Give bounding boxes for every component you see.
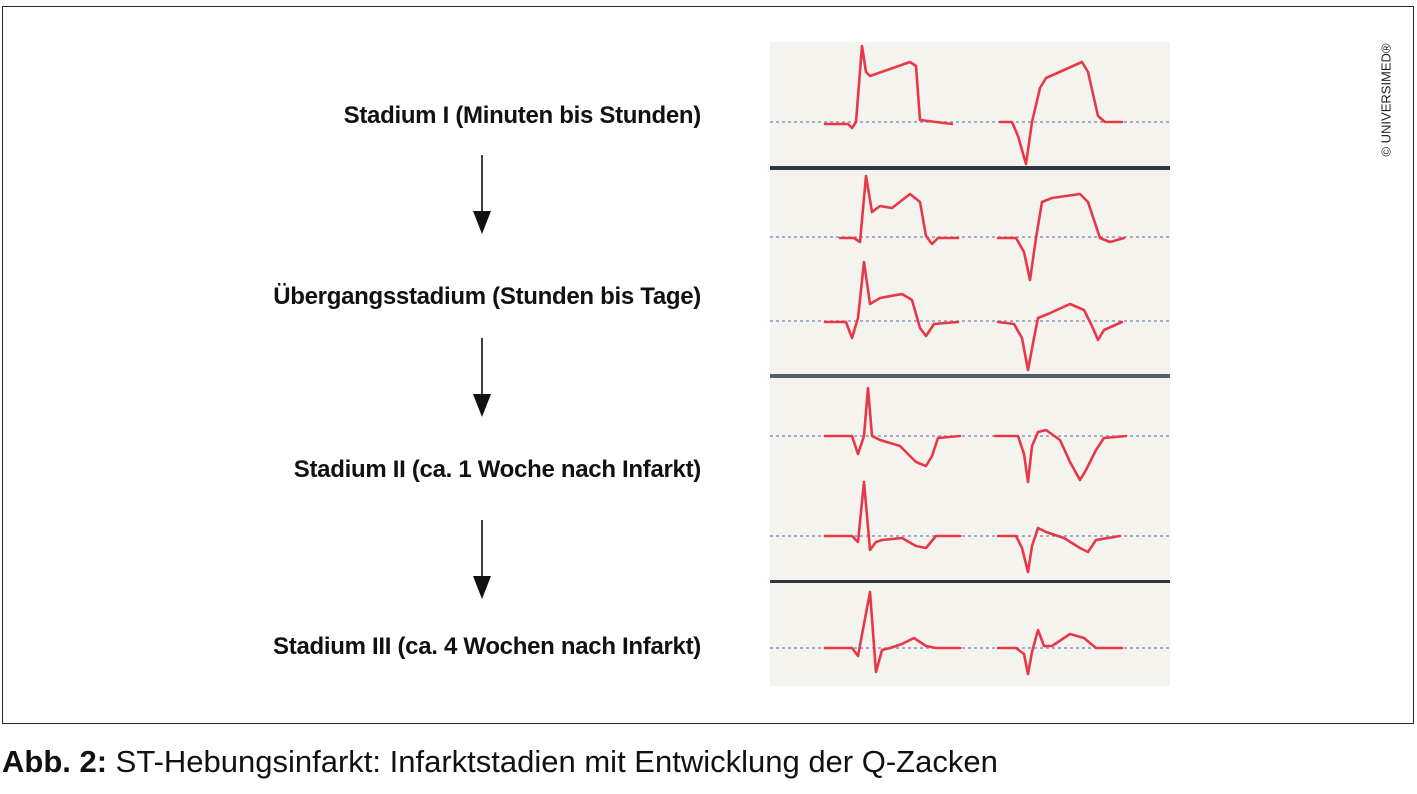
- figure-caption: Abb. 2: ST-Hebungsinfarkt: Infarktstadie…: [2, 744, 998, 780]
- ecg-trace-4-right: [993, 428, 1128, 484]
- ecg-trace-5-right: [996, 526, 1122, 574]
- stage-label-2: Übergangsstadium (Stunden bis Tage): [273, 283, 701, 310]
- caption-text: ST-Hebungsinfarkt: Infarktstadien mit En…: [107, 744, 998, 779]
- ecg-trace-6-left: [823, 590, 962, 674]
- figure-frame: [2, 6, 1414, 724]
- ecg-strip-panel: [770, 42, 1170, 686]
- ecg-separator: [770, 580, 1170, 583]
- ecg-separator: [770, 374, 1170, 378]
- arrow-down-icon: [473, 520, 491, 599]
- ecg-panel-background: [770, 42, 1170, 686]
- ecg-trace-5-left: [823, 480, 962, 552]
- caption-prefix: Abb. 2:: [2, 744, 108, 779]
- ecg-trace-1-right: [998, 60, 1124, 166]
- ecg-trace-3-right: [996, 302, 1124, 372]
- stage-label-3: Stadium II (ca. 1 Woche nach Infarkt): [293, 456, 702, 483]
- ecg-trace-1-left: [823, 44, 954, 130]
- copyright-notice: © UNIVERSIMED®: [1376, 20, 1396, 180]
- ecg-trace-4-left: [823, 386, 962, 468]
- ecg-trace-2-right: [996, 192, 1126, 282]
- ecg-trace-3-left: [823, 260, 960, 340]
- stage-label-1: Stadium I (Minuten bis Stunden): [343, 102, 702, 129]
- ecg-trace-6-right: [996, 628, 1124, 676]
- ecg-trace-2-left: [838, 174, 960, 246]
- stage-label-4: Stadium III (ca. 4 Wochen nach Infarkt): [273, 633, 701, 660]
- copyright-text: © UNIVERSIMED®: [1378, 43, 1394, 157]
- arrow-down-icon: [473, 338, 491, 417]
- arrow-down-icon: [473, 155, 491, 234]
- ecg-separator: [770, 166, 1170, 170]
